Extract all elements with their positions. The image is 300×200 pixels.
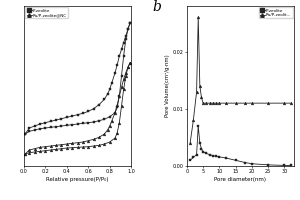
Y-axis label: Pore Volume(cm³/g·nm): Pore Volume(cm³/g·nm) [165, 55, 170, 117]
Text: b: b [153, 0, 161, 14]
Legend: P-zeolite, Ru/P-zeolit...: P-zeolite, Ru/P-zeolit... [259, 7, 293, 18]
X-axis label: Pore diameter(nm): Pore diameter(nm) [214, 177, 266, 182]
X-axis label: Relative pressure(P/P₀): Relative pressure(P/P₀) [46, 177, 109, 182]
Legend: P-zeolite, Ru/P-zeolite@NC: P-zeolite, Ru/P-zeolite@NC [25, 7, 68, 18]
